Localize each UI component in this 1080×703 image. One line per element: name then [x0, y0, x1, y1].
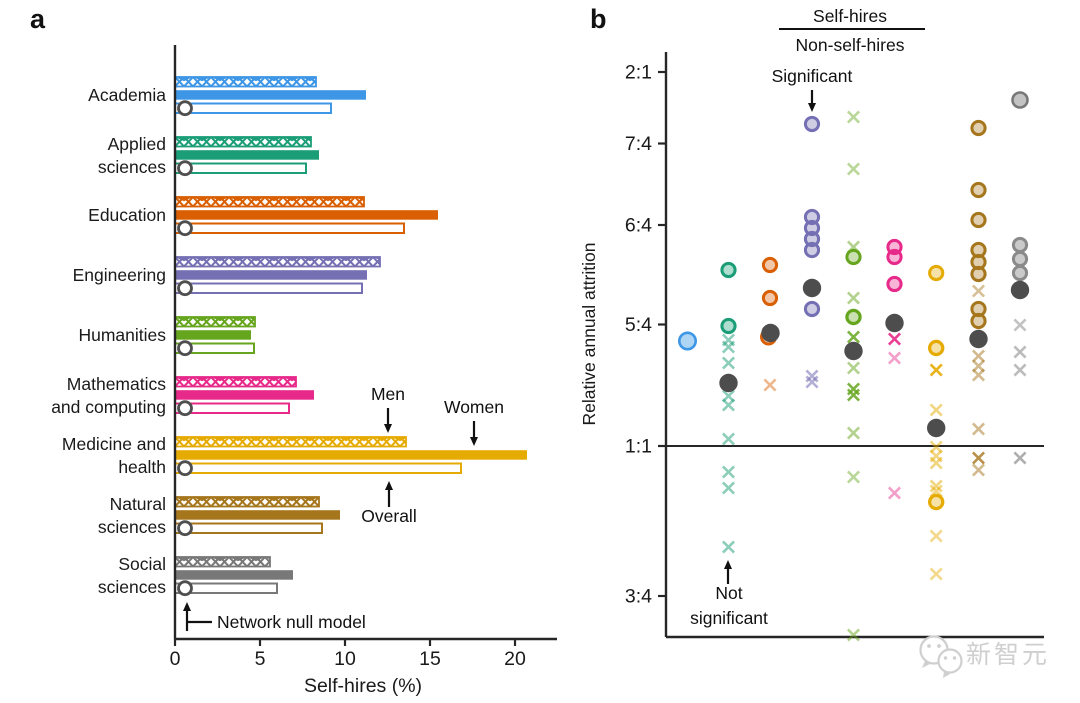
svg-text:significant: significant: [690, 608, 768, 628]
svg-text:15: 15: [419, 648, 441, 670]
svg-text:Women: Women: [444, 397, 504, 417]
svg-text:health: health: [118, 457, 166, 477]
svg-text:Not: Not: [715, 583, 742, 603]
svg-text:Self-hires (%): Self-hires (%): [304, 675, 422, 697]
svg-text:2:1: 2:1: [625, 62, 652, 84]
svg-text:Network null model: Network null model: [217, 612, 366, 632]
svg-text:Men: Men: [371, 384, 405, 404]
svg-text:a: a: [30, 4, 46, 34]
svg-text:Self-hires: Self-hires: [813, 6, 887, 26]
svg-text:5:4: 5:4: [625, 314, 652, 336]
svg-text:5: 5: [255, 648, 266, 670]
svg-text:Overall: Overall: [361, 506, 416, 526]
svg-text:0: 0: [170, 648, 181, 670]
svg-text:sciences: sciences: [98, 517, 166, 537]
svg-text:and computing: and computing: [51, 397, 166, 417]
svg-text:3:4: 3:4: [625, 586, 652, 608]
svg-text:10: 10: [334, 648, 356, 670]
svg-text:Significant: Significant: [772, 66, 853, 86]
svg-text:sciences: sciences: [98, 157, 166, 177]
svg-text:6:4: 6:4: [625, 215, 652, 237]
svg-text:20: 20: [504, 648, 526, 670]
svg-text:sciences: sciences: [98, 577, 166, 597]
svg-text:Social: Social: [118, 554, 166, 574]
svg-text:Non-self-hires: Non-self-hires: [796, 35, 905, 55]
svg-text:7:4: 7:4: [625, 133, 652, 155]
svg-text:Medicine and: Medicine and: [62, 434, 166, 454]
svg-text:Academia: Academia: [88, 85, 166, 105]
svg-text:Mathematics: Mathematics: [67, 374, 166, 394]
svg-text:Engineering: Engineering: [73, 265, 166, 285]
svg-text:Education: Education: [88, 205, 166, 225]
svg-text:1:1: 1:1: [625, 436, 652, 458]
svg-text:Natural: Natural: [110, 494, 166, 514]
svg-text:Humanities: Humanities: [78, 325, 166, 345]
svg-text:b: b: [590, 4, 607, 34]
svg-text:Applied: Applied: [108, 134, 166, 154]
svg-text:新智元: 新智元: [966, 641, 1050, 669]
svg-text:Relative annual attrition: Relative annual attrition: [579, 243, 599, 426]
